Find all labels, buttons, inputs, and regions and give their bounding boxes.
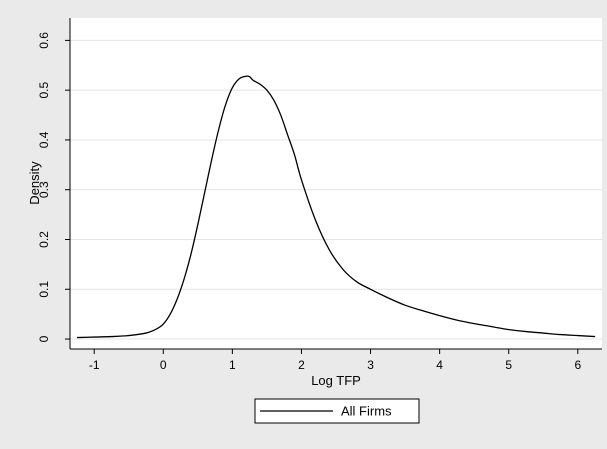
y-axis-ticks: 0 0.1 0.2 0.3 0.4 0.5 0.6 [37,32,70,342]
y-tick-label: 0.2 [37,231,51,248]
y-axis-label: Density [27,161,42,205]
x-axis-ticks: -1 0 1 2 3 4 5 6 [89,349,581,372]
series-lines [76,75,596,339]
x-tick-label: 3 [367,358,374,372]
x-tick-label: 0 [160,358,167,372]
x-axis-label: Log TFP [311,373,361,388]
legend-box [254,398,420,424]
y-tick-label: 0.1 [37,281,51,298]
x-tick-label: 6 [574,358,581,372]
x-tick-label: 2 [298,358,305,372]
y-tick-label: 0 [37,335,51,342]
legend-label: All Firms [341,404,392,419]
plot-area [70,18,602,349]
x-tick-label: 4 [436,358,443,372]
y-tick-label: 0.4 [37,131,51,148]
legend: All Firms [254,398,420,424]
x-tick-label: -1 [89,358,100,372]
grid-lines [70,39,602,340]
x-tick-label: 1 [229,358,236,372]
y-tick-label: 0.5 [37,82,51,99]
y-tick-label: 0.3 [37,181,51,198]
series-line-all-firms [76,75,596,339]
y-tick-label: 0.6 [37,32,51,49]
x-tick-label: 5 [505,358,512,372]
